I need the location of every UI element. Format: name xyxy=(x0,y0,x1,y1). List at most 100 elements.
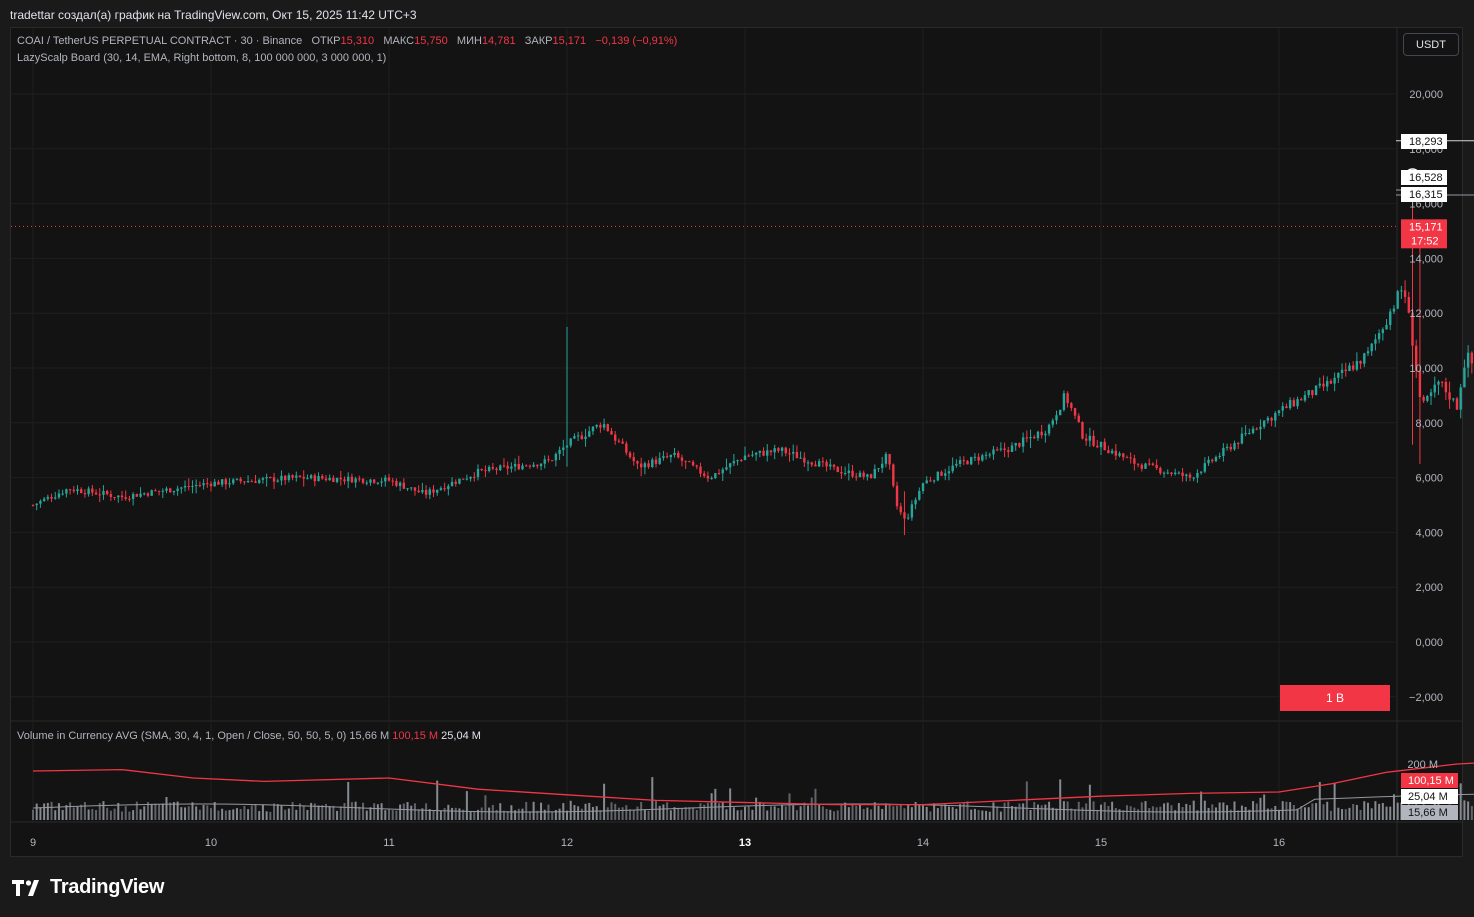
tradingview-logo[interactable]: TradingView xyxy=(12,876,164,899)
candle-body xyxy=(291,475,294,478)
candle-body xyxy=(298,475,302,477)
volume-bar xyxy=(1081,807,1084,820)
candle xyxy=(1025,430,1029,443)
candle-body xyxy=(988,454,991,456)
candle-body xyxy=(584,436,587,440)
candle xyxy=(843,466,847,476)
candle-body xyxy=(884,453,888,464)
candle xyxy=(150,489,153,496)
candle xyxy=(1300,397,1303,401)
volume-bar xyxy=(799,806,802,820)
indicator-name[interactable]: LazyScalp Board (30, 14, EMA, Right bott… xyxy=(17,52,387,64)
candle xyxy=(814,460,817,467)
candle xyxy=(684,460,687,469)
volume-legend[interactable]: Volume in Currency AVG (SMA, 30, 4, 1, O… xyxy=(17,730,481,742)
candle-body xyxy=(747,455,750,457)
candle-body xyxy=(80,489,83,493)
candle-body xyxy=(1155,464,1158,468)
candle-body xyxy=(521,465,524,470)
volume-bar xyxy=(213,802,216,820)
currency-button[interactable]: USDT xyxy=(1403,33,1459,56)
candle-body xyxy=(1059,409,1062,416)
candle-body xyxy=(647,463,650,467)
candle-body xyxy=(1192,477,1195,479)
candle xyxy=(836,466,839,473)
candle-body xyxy=(224,479,228,485)
candle-body xyxy=(102,491,105,495)
candle xyxy=(491,462,495,471)
candle-body xyxy=(951,465,954,472)
candle-body xyxy=(1081,422,1084,439)
candle-body xyxy=(447,486,450,490)
candle-body xyxy=(347,476,350,482)
candle-body xyxy=(1400,290,1403,292)
candle-body xyxy=(220,479,224,485)
volume-layer xyxy=(32,762,1474,820)
candle xyxy=(157,490,161,496)
candle-body xyxy=(1374,339,1377,344)
candle-body xyxy=(398,482,402,486)
volume-bar xyxy=(373,803,376,820)
volume-bar xyxy=(428,809,431,820)
volume-bar xyxy=(847,807,850,820)
candle-body xyxy=(117,495,120,498)
indicator-legend[interactable]: LazyScalp Board (30, 14, EMA, Right bott… xyxy=(17,52,386,64)
volume-bar xyxy=(803,802,806,820)
volume-bar xyxy=(488,807,491,820)
candle xyxy=(521,463,524,471)
candle-body xyxy=(1025,437,1029,439)
volume-bar xyxy=(1270,808,1273,820)
candle-body xyxy=(1129,457,1132,459)
candle xyxy=(547,455,550,463)
candle xyxy=(632,452,635,466)
volume-bar xyxy=(1315,803,1318,820)
candle-body xyxy=(803,457,806,463)
candle xyxy=(1222,443,1225,462)
candle-body xyxy=(525,465,528,467)
candle-body xyxy=(606,424,609,432)
candle xyxy=(1389,308,1392,331)
volume-bar xyxy=(925,806,928,820)
volume-bar xyxy=(184,807,187,820)
volume-bar xyxy=(881,808,884,820)
candle xyxy=(1055,410,1058,425)
symbol-legend[interactable]: COAI / TetherUS PERPETUAL CONTRACT · 30 … xyxy=(17,35,677,47)
candle-body xyxy=(391,480,394,482)
candle-body xyxy=(1444,381,1448,393)
candle-body xyxy=(677,452,680,458)
candle xyxy=(1073,407,1077,420)
candle-body xyxy=(625,443,628,453)
candle xyxy=(784,446,787,457)
volume-bar xyxy=(1322,804,1325,820)
volume-bar xyxy=(117,802,120,820)
candle xyxy=(877,468,880,473)
volume-bar xyxy=(1389,806,1392,820)
candle-body xyxy=(487,467,491,471)
candle-body xyxy=(98,494,101,496)
candle xyxy=(1277,409,1281,416)
volume-bar xyxy=(436,780,439,820)
candle-body xyxy=(1211,459,1214,462)
candle-body xyxy=(695,465,698,467)
volume-bar xyxy=(1218,802,1221,820)
candle-body xyxy=(172,490,176,493)
candle-body xyxy=(1055,415,1058,421)
volume-bar xyxy=(736,810,739,820)
candle xyxy=(1233,440,1236,451)
candle xyxy=(72,485,75,494)
candle xyxy=(614,431,617,445)
candle xyxy=(447,484,450,496)
candle-body xyxy=(432,489,435,493)
candle xyxy=(135,493,139,497)
candle-body xyxy=(287,475,291,481)
volume-bar xyxy=(410,805,413,820)
volume-bar xyxy=(413,803,416,820)
candle xyxy=(235,478,239,481)
volume-indicator-name[interactable]: Volume in Currency AVG (SMA, 30, 4, 1, O… xyxy=(17,730,347,742)
candle-body xyxy=(376,482,380,484)
current-price-badge: 15,171 17:52 xyxy=(1401,219,1447,249)
symbol-name[interactable]: COAI / TetherUS PERPETUAL CONTRACT · 30 … xyxy=(17,35,303,47)
candle-body xyxy=(365,482,368,484)
candle xyxy=(495,467,498,475)
